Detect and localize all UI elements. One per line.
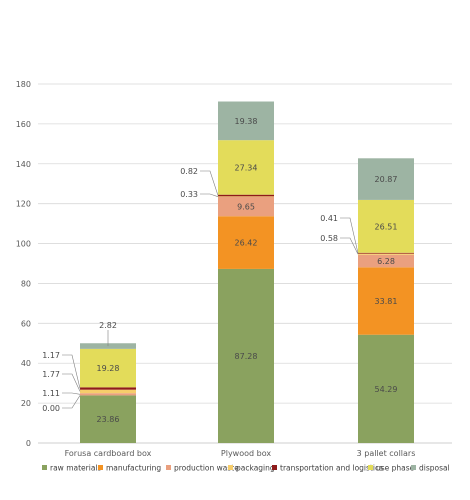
legend-swatch bbox=[98, 465, 103, 470]
legend-label: manufacturing bbox=[106, 464, 161, 473]
legend-label: disposal bbox=[419, 464, 450, 473]
data-label: 19.28 bbox=[97, 364, 120, 373]
data-label: 0.41 bbox=[320, 214, 338, 223]
legend-swatch bbox=[228, 465, 233, 470]
leader-line bbox=[200, 170, 219, 196]
data-label: 0.00 bbox=[42, 404, 60, 413]
y-tick-label: 0 bbox=[26, 439, 31, 448]
data-label: 23.86 bbox=[97, 415, 120, 424]
bar-segment bbox=[218, 216, 274, 269]
data-label: 27.34 bbox=[235, 163, 258, 172]
bar-segment bbox=[80, 395, 136, 443]
legend: raw materials manufacturing production was… bbox=[42, 464, 450, 473]
data-label: 1.11 bbox=[42, 389, 60, 398]
data-label: 0.58 bbox=[320, 234, 338, 243]
legend-swatch bbox=[411, 465, 416, 470]
x-axis: Forusa cardboard box Plywood box 3 pallet … bbox=[65, 449, 416, 458]
leader-line bbox=[340, 217, 359, 254]
bar-segment bbox=[358, 267, 414, 335]
legend-label: production waste bbox=[174, 464, 239, 473]
legend-label: packaging bbox=[236, 464, 275, 473]
x-tick-label: Forusa cardboard box bbox=[65, 449, 152, 458]
y-axis: 0 20 40 60 80 100 120 140 160 180 bbox=[16, 80, 31, 448]
data-label: 9.65 bbox=[237, 203, 255, 212]
data-label: 87.28 bbox=[235, 352, 258, 361]
bar-segment bbox=[80, 387, 136, 390]
bar-segment bbox=[218, 196, 274, 217]
bars bbox=[80, 101, 414, 443]
data-label: 26.42 bbox=[235, 239, 258, 248]
bar-segment bbox=[218, 268, 274, 443]
bar-segment bbox=[358, 334, 414, 443]
legend-swatch bbox=[42, 465, 47, 470]
bar-segment bbox=[218, 140, 274, 195]
leader-line bbox=[62, 392, 81, 395]
bar-segment bbox=[358, 252, 414, 254]
data-label: 0.82 bbox=[180, 167, 198, 176]
x-tick-label: 3 pallet collars bbox=[357, 449, 416, 458]
y-tick-label: 160 bbox=[16, 120, 31, 129]
data-label: 20.87 bbox=[375, 175, 398, 184]
data-label: 6.28 bbox=[377, 257, 395, 266]
legend-swatch bbox=[166, 465, 171, 470]
y-tick-label: 120 bbox=[16, 200, 31, 209]
bar-segment bbox=[218, 196, 274, 197]
data-label: 19.38 bbox=[235, 117, 258, 126]
y-tick-label: 140 bbox=[16, 160, 31, 169]
bar-segment bbox=[218, 194, 274, 197]
legend-swatch bbox=[368, 465, 373, 470]
data-label: 1.17 bbox=[42, 351, 60, 360]
data-label: 1.77 bbox=[42, 370, 60, 379]
data-label: 33.81 bbox=[375, 297, 398, 306]
bar-segment bbox=[80, 393, 136, 396]
data-labels: 23.86 0.00 1.11 1.77 1.17 19.28 2.82 87.28 26.42… bbox=[42, 117, 397, 424]
y-tick-label: 40 bbox=[21, 359, 31, 368]
y-tick-label: 180 bbox=[16, 80, 31, 89]
legend-swatch bbox=[272, 465, 277, 470]
bar-segment bbox=[218, 101, 274, 141]
leader-line bbox=[62, 354, 81, 389]
x-tick-label: Plywood box bbox=[221, 449, 271, 458]
y-tick-label: 20 bbox=[21, 399, 31, 408]
legend-label: transportation and logistics bbox=[280, 464, 383, 473]
bar-segment bbox=[358, 254, 414, 268]
bar-segment bbox=[358, 199, 414, 253]
data-label: 0.33 bbox=[180, 190, 198, 199]
y-tick-label: 100 bbox=[16, 240, 31, 249]
data-label: 26.51 bbox=[375, 222, 398, 231]
leader-line bbox=[62, 395, 81, 409]
data-label: 2.82 bbox=[99, 321, 117, 330]
bar-segment bbox=[80, 348, 136, 388]
bar-segment bbox=[358, 158, 414, 200]
data-label: 54.29 bbox=[375, 385, 398, 394]
leader-line bbox=[200, 193, 219, 197]
legend-label: use phase bbox=[376, 464, 415, 473]
bar-segment bbox=[358, 253, 414, 255]
leader-line bbox=[340, 237, 359, 255]
leader-line bbox=[62, 373, 81, 392]
y-tick-label: 80 bbox=[21, 279, 31, 288]
bar-segment bbox=[80, 389, 136, 394]
y-tick-label: 60 bbox=[21, 319, 31, 328]
legend-label: raw materials bbox=[50, 464, 102, 473]
